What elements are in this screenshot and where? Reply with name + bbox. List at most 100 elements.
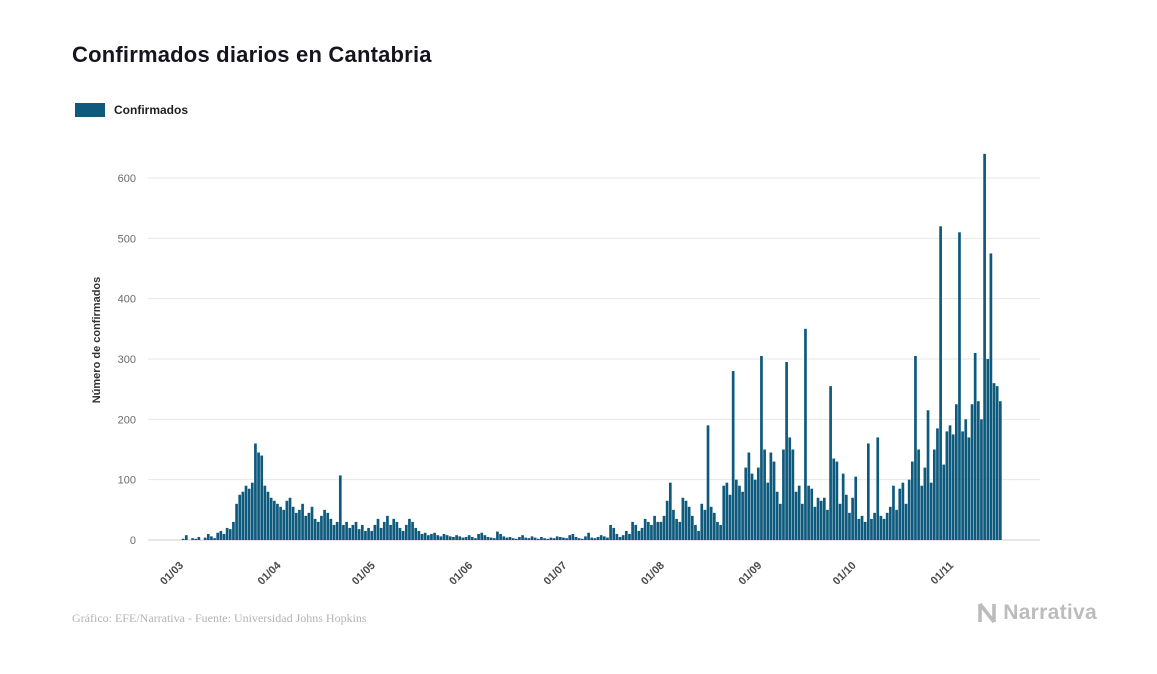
bar bbox=[536, 538, 540, 540]
bar bbox=[335, 521, 339, 540]
bar bbox=[646, 521, 650, 540]
bar bbox=[914, 355, 917, 540]
x-tick-label: 01/04 bbox=[256, 559, 285, 588]
bar bbox=[694, 524, 697, 540]
bar bbox=[882, 518, 886, 540]
bar bbox=[640, 527, 644, 540]
bar bbox=[401, 530, 405, 540]
x-tick-label: 01/11 bbox=[929, 560, 957, 588]
bar bbox=[247, 488, 251, 540]
bar bbox=[477, 533, 480, 540]
bar bbox=[970, 404, 974, 540]
bar bbox=[562, 537, 565, 540]
bar bbox=[298, 509, 301, 540]
bar bbox=[662, 515, 666, 540]
bar bbox=[728, 494, 732, 540]
bar bbox=[681, 497, 685, 540]
x-tick-label: 01/09 bbox=[736, 560, 764, 588]
bar bbox=[555, 536, 559, 540]
bar bbox=[986, 359, 990, 540]
bar bbox=[992, 383, 996, 540]
legend-label: Confirmados bbox=[114, 103, 189, 117]
bar bbox=[606, 537, 609, 540]
bar bbox=[945, 431, 949, 540]
bar bbox=[976, 401, 980, 540]
bar bbox=[954, 404, 958, 540]
bar bbox=[203, 537, 207, 540]
bar bbox=[885, 512, 889, 540]
bar bbox=[907, 479, 911, 540]
bar bbox=[778, 503, 782, 540]
bar bbox=[197, 536, 201, 540]
bar bbox=[684, 500, 688, 540]
bar bbox=[725, 482, 729, 540]
bar bbox=[222, 533, 226, 540]
bar bbox=[379, 527, 383, 540]
bar bbox=[888, 506, 892, 540]
bar bbox=[417, 530, 421, 540]
bar bbox=[436, 535, 440, 540]
bar bbox=[461, 537, 465, 540]
bar bbox=[288, 497, 292, 540]
bar bbox=[489, 537, 493, 540]
bar bbox=[587, 532, 590, 540]
bar bbox=[505, 537, 509, 540]
bar bbox=[577, 538, 581, 540]
bar bbox=[841, 473, 845, 540]
bar bbox=[596, 536, 600, 540]
bar bbox=[351, 524, 355, 540]
bar bbox=[448, 536, 452, 540]
bar bbox=[998, 401, 1002, 540]
bar bbox=[983, 153, 986, 540]
y-tick-label: 0 bbox=[130, 535, 136, 547]
bar bbox=[508, 536, 512, 540]
bar bbox=[445, 535, 449, 540]
bar bbox=[546, 538, 550, 540]
bar bbox=[873, 512, 876, 540]
bar bbox=[848, 512, 851, 540]
bar bbox=[414, 527, 418, 540]
bar bbox=[785, 362, 788, 540]
bar bbox=[923, 467, 927, 540]
bar bbox=[973, 352, 977, 540]
bar bbox=[709, 506, 713, 540]
bar bbox=[958, 232, 961, 541]
bar bbox=[540, 536, 543, 540]
bar bbox=[929, 482, 933, 540]
bar bbox=[609, 524, 612, 540]
bar bbox=[760, 355, 763, 540]
bar bbox=[634, 524, 638, 540]
bar bbox=[844, 494, 848, 540]
source-credit: Gráfico: EFE/Narrativa - Fuente: Univers… bbox=[72, 611, 367, 625]
bar bbox=[628, 533, 631, 540]
bar bbox=[316, 521, 320, 540]
bar bbox=[602, 536, 606, 540]
bar bbox=[788, 437, 792, 540]
bar bbox=[995, 386, 999, 540]
bar bbox=[492, 538, 496, 540]
bar bbox=[741, 491, 744, 540]
bar bbox=[458, 536, 462, 540]
bar bbox=[813, 506, 817, 540]
bar bbox=[819, 500, 823, 540]
y-tick-label: 200 bbox=[118, 414, 136, 426]
bar bbox=[367, 527, 370, 540]
bar bbox=[338, 475, 342, 540]
bar bbox=[304, 515, 308, 540]
bar bbox=[329, 518, 333, 540]
bar bbox=[430, 533, 433, 540]
bar bbox=[499, 533, 502, 540]
bar bbox=[964, 419, 968, 540]
bar bbox=[870, 518, 873, 540]
bar bbox=[250, 482, 254, 540]
bar bbox=[942, 464, 946, 540]
bar bbox=[832, 458, 836, 540]
bar bbox=[254, 443, 257, 540]
bar bbox=[769, 452, 773, 540]
bar bbox=[989, 253, 993, 541]
bar bbox=[791, 449, 795, 540]
bar bbox=[656, 521, 660, 540]
y-tick-label: 300 bbox=[118, 354, 136, 366]
bar bbox=[860, 515, 864, 540]
bar bbox=[320, 515, 323, 540]
